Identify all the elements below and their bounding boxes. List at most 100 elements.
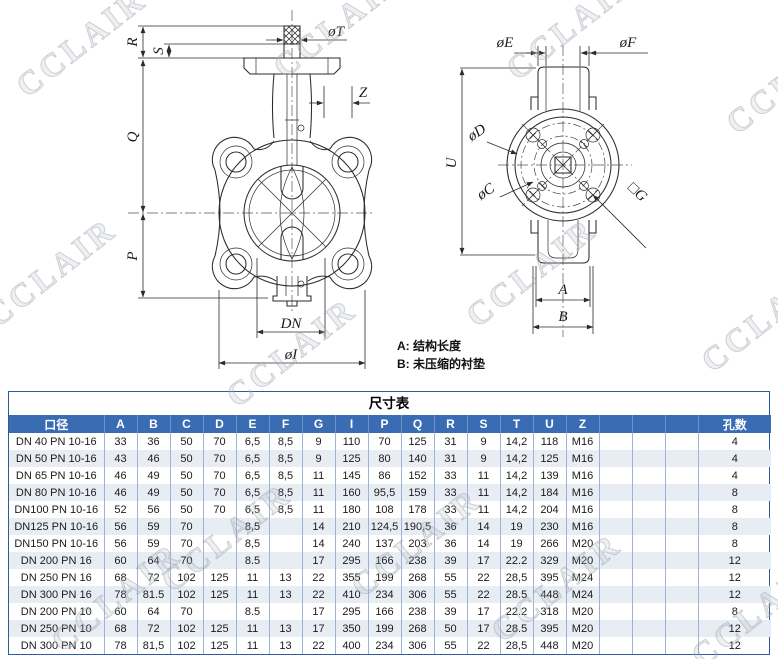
- size-name-cell: DN125 PN 10-16: [14, 520, 99, 533]
- inner-bolt-holes: [537, 139, 589, 191]
- column-header-blank-16: [598, 415, 632, 433]
- dimension-cell: 33: [433, 467, 467, 484]
- dimension-cell: [631, 450, 665, 467]
- dimension-cell: M20: [565, 637, 599, 654]
- dimension-cell: 152: [400, 467, 434, 484]
- dimension-cell: [631, 467, 665, 484]
- dimension-cell: 318: [532, 603, 566, 620]
- column-header-6: F: [268, 415, 302, 433]
- dimension-cell: 14: [301, 518, 335, 535]
- dimension-cell: 22: [301, 637, 335, 654]
- dimension-cell: 395: [532, 569, 566, 586]
- dim-label-p: P: [125, 251, 141, 261]
- dimension-cell: 52: [103, 501, 137, 518]
- dimension-cell: M16: [565, 433, 599, 450]
- dimension-cell: [631, 620, 665, 637]
- size-name-cell: DN100 PN 10-16: [14, 503, 99, 516]
- column-header-5: E: [235, 415, 269, 433]
- dim-label-e: øE: [496, 35, 514, 51]
- dimension-cell: 8,5: [235, 518, 269, 535]
- dimension-cell: 50: [169, 467, 203, 484]
- dimension-cell: 86: [367, 467, 401, 484]
- dim-label-t: øT: [327, 24, 346, 40]
- table-title: 尺寸表: [368, 396, 410, 411]
- dimension-cell: 46: [103, 484, 137, 501]
- dimension-cell: 70: [202, 484, 236, 501]
- table-row: DN 250 PN 16 68 72 102 125 11 13 22 355 199 268 55 2…: [9, 569, 771, 586]
- dimension-cell: 28,5: [499, 569, 533, 586]
- dimension-cell: 14,2: [499, 501, 533, 518]
- table-row: DN 200 PN 16 60 64 70 8.5 17 295 166 238 39 17 22.2…: [9, 552, 771, 569]
- dimension-cell: 6,5: [235, 484, 269, 501]
- dimension-cell: 36: [136, 433, 170, 450]
- dimension-cell: 33: [433, 484, 467, 501]
- dimension-cell: 6,5: [235, 467, 269, 484]
- dimension-cell: 448: [532, 586, 566, 603]
- dimension-cell: 70: [169, 603, 203, 620]
- dimension-cell: 8.5: [235, 552, 269, 569]
- dimension-cell: [631, 603, 665, 620]
- bottom-boss: [272, 276, 312, 307]
- dim-label-g: □G: [624, 180, 650, 205]
- dimension-cell: M16: [565, 450, 599, 467]
- dimension-cell: 14: [466, 518, 500, 535]
- dimension-cell: 13: [268, 637, 302, 654]
- dimension-cell: 102: [169, 586, 203, 603]
- dimension-cell: M16: [565, 467, 599, 484]
- dimension-cell: 11: [466, 484, 500, 501]
- dimension-cell: [664, 620, 698, 637]
- dimension-cell: 125: [202, 569, 236, 586]
- dimension-cell: 72: [136, 620, 170, 637]
- dimension-cell: [598, 637, 632, 654]
- size-name-cell: DN150 PN 10-16: [14, 537, 99, 550]
- dimension-cell: 350: [334, 620, 368, 637]
- dimension-cell: 8,5: [268, 501, 302, 518]
- dimension-cell: 110: [334, 433, 368, 450]
- dimension-cell: 12: [697, 552, 771, 569]
- dimension-cell: 33: [433, 501, 467, 518]
- dimension-cell: 70: [202, 433, 236, 450]
- size-name-cell: DN 200 PN 10: [20, 605, 92, 618]
- dimension-cell: 140: [400, 450, 434, 467]
- front-view: R S Q P øT Z DN øI: [125, 10, 373, 369]
- dimension-cell: 50: [169, 433, 203, 450]
- note-b: B: 未压缩的衬垫: [397, 357, 485, 371]
- dimension-table: 口径 A B C D E F G I P Q R S T U Z 孔数 DN 40 PN 10-16 33 36 50…: [9, 415, 771, 654]
- dimension-cell: 12: [697, 620, 771, 637]
- dimension-cell: 400: [334, 637, 368, 654]
- dimension-cell: 56: [103, 535, 137, 552]
- dimension-cell: 22: [466, 569, 500, 586]
- front-dimensions: R S Q P øT Z DN øI: [125, 24, 370, 369]
- column-header-8: I: [334, 415, 368, 433]
- dimension-cell: 78: [103, 637, 137, 654]
- dimension-cell: M24: [565, 569, 599, 586]
- dimension-cell: 11: [235, 586, 269, 603]
- dimension-cell: 56: [103, 518, 137, 535]
- dimension-cell: [598, 603, 632, 620]
- dimension-cell: 22: [301, 569, 335, 586]
- dim-label-b: B: [558, 309, 567, 325]
- table-row: DN150 PN 10-16 56 59 70 8,5 14 240 137 203 36 14 19…: [9, 535, 771, 552]
- dimension-cell: [598, 518, 632, 535]
- bolt-hole: [337, 151, 359, 173]
- dimension-cell: [268, 518, 302, 535]
- dimension-cell: 60: [103, 552, 137, 569]
- size-name-cell: DN 250 PN 16: [20, 571, 92, 584]
- table-row: DN 50 PN 10-16 43 46 50 70 6,5 8,5 9 125 80 140 31 9…: [9, 450, 771, 467]
- dimension-cell: 12: [697, 569, 771, 586]
- dimension-cell: 17: [301, 620, 335, 637]
- dimension-cell: 56: [136, 501, 170, 518]
- dimension-cell: 4: [697, 433, 771, 450]
- dimension-cell: 184: [532, 484, 566, 501]
- dimension-cell: [268, 535, 302, 552]
- dimension-cell: [664, 569, 698, 586]
- dimension-cell: [598, 620, 632, 637]
- dimension-cell: [664, 467, 698, 484]
- dimension-cell: 22.2: [499, 552, 533, 569]
- dimension-cell: [598, 535, 632, 552]
- column-header-4: D: [202, 415, 236, 433]
- dimension-cell: 190,5: [400, 518, 434, 535]
- dimension-cell: 9: [301, 450, 335, 467]
- dimension-cell: 166: [367, 603, 401, 620]
- dimension-cell: 49: [136, 467, 170, 484]
